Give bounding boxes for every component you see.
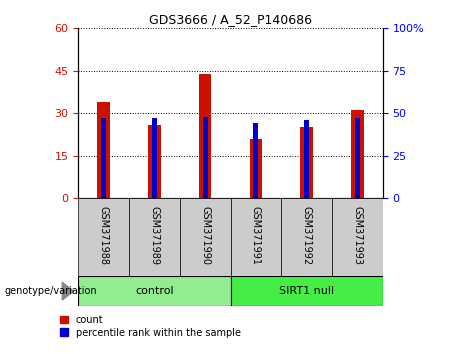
Text: GSM371989: GSM371989: [149, 206, 160, 265]
Bar: [230, 198, 281, 276]
Bar: [152, 118, 157, 198]
Text: GSM371988: GSM371988: [99, 206, 109, 265]
Bar: [97, 102, 110, 198]
Text: GSM371992: GSM371992: [301, 206, 312, 265]
Text: genotype/variation: genotype/variation: [5, 286, 97, 296]
Title: GDS3666 / A_52_P140686: GDS3666 / A_52_P140686: [149, 13, 312, 26]
Bar: [78, 198, 129, 276]
Bar: [148, 125, 161, 198]
Bar: [78, 276, 230, 306]
Bar: [249, 139, 262, 198]
Bar: [300, 127, 313, 198]
Bar: [355, 118, 360, 198]
Bar: [351, 110, 364, 198]
Bar: [304, 120, 309, 198]
Text: GSM371993: GSM371993: [352, 206, 362, 265]
Polygon shape: [62, 282, 74, 300]
Bar: [199, 74, 212, 198]
Bar: [101, 118, 106, 198]
Text: GSM371990: GSM371990: [200, 206, 210, 265]
Bar: [281, 198, 332, 276]
Bar: [180, 198, 230, 276]
Bar: [254, 124, 259, 198]
Bar: [230, 276, 383, 306]
Bar: [203, 117, 207, 198]
Text: GSM371991: GSM371991: [251, 206, 261, 265]
Bar: [332, 198, 383, 276]
Text: SIRT1 null: SIRT1 null: [279, 286, 334, 296]
Bar: [129, 198, 180, 276]
Legend: count, percentile rank within the sample: count, percentile rank within the sample: [60, 315, 241, 337]
Text: control: control: [135, 286, 174, 296]
